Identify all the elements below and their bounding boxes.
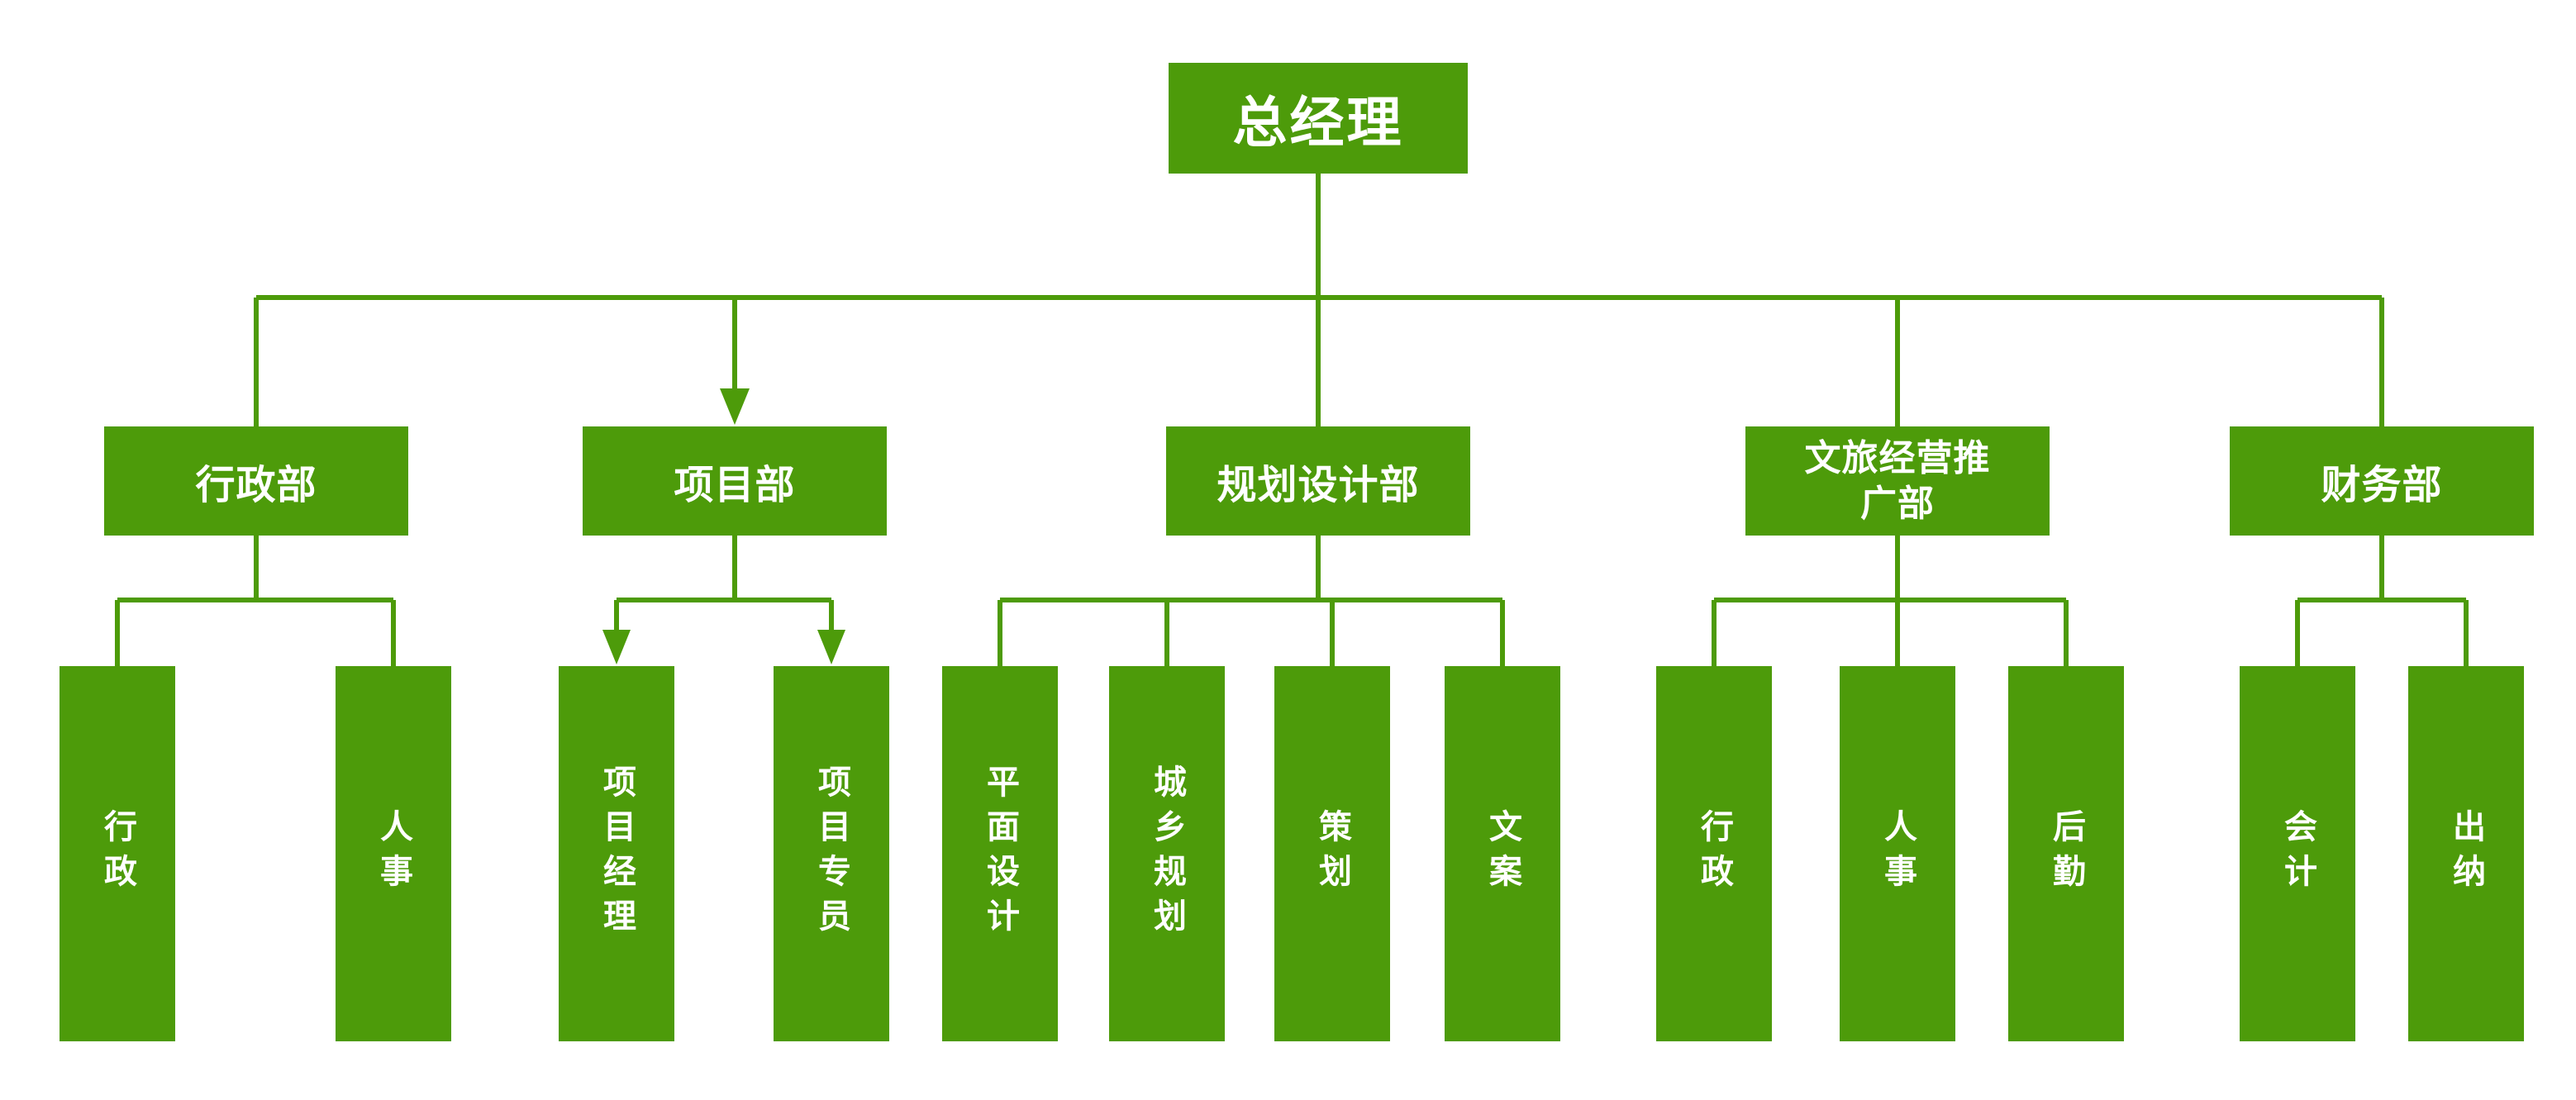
- node-admin-hr: 人事: [336, 666, 451, 1041]
- node-accountant: 会计: [2240, 666, 2355, 1041]
- node-dept-admin: 行政部: [104, 426, 408, 536]
- finance-dept-children-connector: [2295, 536, 2469, 666]
- node-tourism-administration: 行政: [1656, 666, 1772, 1041]
- arrow-down-icon: [720, 388, 750, 425]
- arrow-down-icon: [817, 630, 845, 664]
- node-dept-culture-tourism-promotion: 文旅经营推 广部: [1745, 426, 2050, 536]
- node-general-manager: 总经理: [1169, 63, 1468, 174]
- planning-dept-children-connector: [998, 536, 1505, 666]
- node-cashier: 出纳: [2408, 666, 2524, 1041]
- node-tourism-logistics: 后勤: [2008, 666, 2124, 1041]
- node-dept-project: 项目部: [583, 426, 887, 536]
- node-dept-planning-design: 规划设计部: [1166, 426, 1470, 536]
- node-tourism-hr: 人事: [1840, 666, 1955, 1041]
- node-graphic-design: 平面设计: [942, 666, 1058, 1041]
- admin-dept-children-connector: [115, 536, 396, 666]
- node-dept-finance: 财务部: [2230, 426, 2534, 536]
- node-project-specialist: 项目专员: [774, 666, 889, 1041]
- node-project-manager: 项目经理: [559, 666, 674, 1041]
- node-copywriting: 文案: [1445, 666, 1560, 1041]
- arrow-down-icon: [602, 630, 631, 664]
- project-dept-children-connector: [614, 536, 834, 633]
- root-to-departments-connector: [254, 174, 2384, 426]
- tourism-dept-children-connector: [1712, 536, 2069, 666]
- node-urban-rural-planning: 城乡规划: [1109, 666, 1225, 1041]
- node-admin-administration: 行政: [60, 666, 175, 1041]
- node-strategy-planning: 策划: [1274, 666, 1390, 1041]
